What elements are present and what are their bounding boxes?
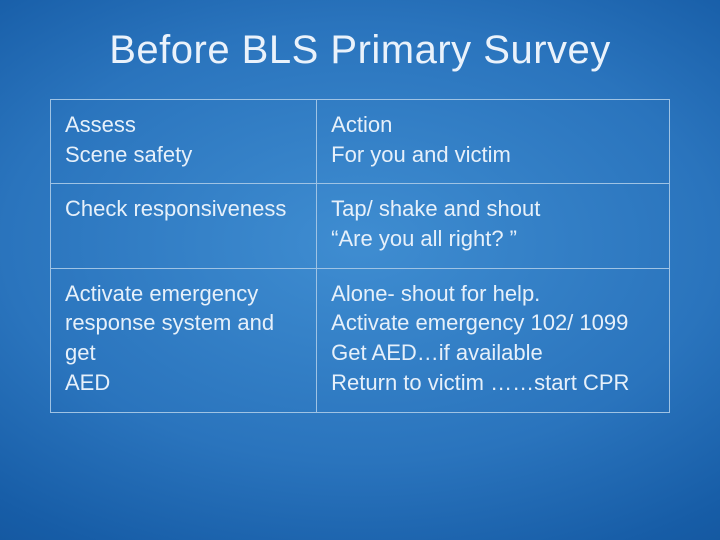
cell-line: AED [65,370,110,395]
slide-title: Before BLS Primary Survey [50,28,670,73]
table-row: Assess Scene safety Action For you and v… [51,100,670,184]
cell-line: Alone- shout for help. [331,281,540,306]
cell-line: Get AED…if available [331,340,543,365]
cell-line: Tap/ shake and shout [331,196,540,221]
cell-line: Check responsiveness [65,196,286,221]
cell-line: Scene safety [65,142,192,167]
cell-line: Return to victim ……start CPR [331,370,629,395]
cell-check-responsiveness: Check responsiveness [51,184,317,268]
cell-line: For you and victim [331,142,511,167]
table-row: Check responsiveness Tap/ shake and shou… [51,184,670,268]
table-row: Activate emergency response system and g… [51,268,670,412]
cell-action-header: Action For you and victim [317,100,670,184]
cell-line: response system and get [65,310,274,365]
cell-assess-header: Assess Scene safety [51,100,317,184]
cell-line: “Are you all right? ” [331,226,517,251]
cell-line: Activate emergency [65,281,258,306]
survey-table: Assess Scene safety Action For you and v… [50,99,670,413]
cell-line: Activate emergency 102/ 1099 [331,310,628,335]
cell-line: Action [331,112,392,137]
cell-tap-shake: Tap/ shake and shout “Are you all right?… [317,184,670,268]
slide-container: Before BLS Primary Survey Assess Scene s… [0,0,720,540]
cell-activate-emergency: Activate emergency response system and g… [51,268,317,412]
cell-alone-shout: Alone- shout for help. Activate emergenc… [317,268,670,412]
cell-line: Assess [65,112,136,137]
